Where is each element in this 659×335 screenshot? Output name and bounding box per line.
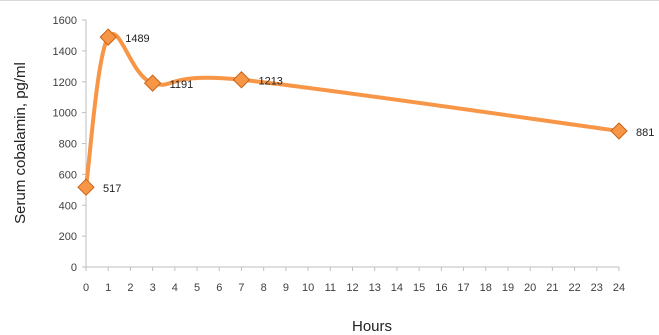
data-label: 1191 xyxy=(170,79,194,91)
data-label: 881 xyxy=(636,127,654,139)
x-tick-label: 13 xyxy=(369,282,381,294)
x-tick-label: 18 xyxy=(480,282,492,294)
x-tick-label: 21 xyxy=(546,282,558,294)
data-labels: 517 1489 1191 1213 881 xyxy=(103,33,654,195)
x-tick-label: 4 xyxy=(172,282,178,294)
x-axis-title: Hours xyxy=(352,318,392,335)
x-tick-label: 22 xyxy=(568,282,580,294)
series-line xyxy=(84,32,621,190)
x-tick-label: 19 xyxy=(502,282,514,294)
x-tick-label: 7 xyxy=(238,282,244,294)
x-tick-label: 0 xyxy=(83,282,89,294)
x-tick-label: 3 xyxy=(150,282,156,294)
axes xyxy=(85,20,619,268)
data-label: 517 xyxy=(103,183,121,195)
data-point-marker xyxy=(77,178,95,196)
y-tick-label: 1600 xyxy=(53,15,77,27)
x-tick-label: 11 xyxy=(325,282,336,294)
x-tick-label: 9 xyxy=(283,282,289,294)
data-label: 1213 xyxy=(258,76,282,88)
y-tick-label: 400 xyxy=(59,200,77,212)
y-axis-title: Serum cobalamin, pg/ml xyxy=(12,62,29,224)
y-tick-label: 800 xyxy=(59,139,77,151)
top-border xyxy=(0,0,659,1)
data-markers xyxy=(77,28,628,196)
x-tick-label: 20 xyxy=(524,282,536,294)
x-tick-label: 10 xyxy=(302,282,314,294)
y-tick-label: 600 xyxy=(59,169,77,181)
y-tick-label: 200 xyxy=(59,231,77,243)
x-tick-label: 8 xyxy=(261,282,267,294)
data-point-marker xyxy=(232,71,251,89)
y-tick-label: 1200 xyxy=(53,77,77,89)
y-tick-label: 1000 xyxy=(53,108,77,120)
data-label: 1489 xyxy=(125,33,149,45)
x-tick-label: 6 xyxy=(216,282,222,294)
series-line-group xyxy=(84,32,621,190)
x-tick-label: 24 xyxy=(613,282,625,294)
x-tick-label: 5 xyxy=(194,282,200,294)
x-tick-label: 16 xyxy=(435,282,447,294)
y-tick-label: 1400 xyxy=(53,46,77,58)
x-tick-label: 17 xyxy=(457,282,469,294)
x-tick-label: 2 xyxy=(127,282,133,294)
data-point-marker xyxy=(610,122,628,140)
x-tick-label: 1 xyxy=(105,282,111,294)
y-tick-label: 0 xyxy=(71,262,77,274)
x-tick-label: 15 xyxy=(413,282,425,294)
x-tick-label: 12 xyxy=(346,282,358,294)
x-tick-label: 14 xyxy=(391,282,403,294)
x-tick-label: 23 xyxy=(591,282,603,294)
data-point-marker xyxy=(143,74,162,92)
y-axis-ticks: 0 200 400 600 800 1000 1200 1400 1600 xyxy=(53,15,86,274)
data-point-marker xyxy=(99,28,117,46)
x-axis-ticks: 0 1 2 3 4 5 6 7 8 9 10 11 12 13 14 15 16 17 18 19 20 21 22 23 24 xyxy=(83,267,625,294)
